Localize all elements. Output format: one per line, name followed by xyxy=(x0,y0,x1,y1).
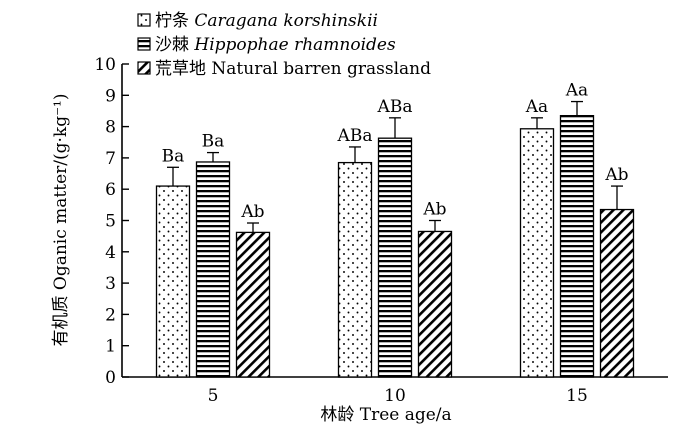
x-axis-title: 林龄 Tree age/a xyxy=(320,405,451,425)
significance-label: ABa xyxy=(377,97,413,117)
significance-label: Ab xyxy=(240,202,264,222)
significance-label: Ab xyxy=(422,200,446,220)
y-tick-label: 6 xyxy=(105,180,116,200)
x-tick-label: 15 xyxy=(566,386,588,406)
x-tick-label: 5 xyxy=(208,386,219,406)
legend-label: 沙棘 Hippophae rhamnoides xyxy=(155,35,396,55)
x-tick-label: 10 xyxy=(384,386,406,406)
bar xyxy=(377,137,413,378)
significance-label: Aa xyxy=(565,81,588,101)
legend-swatch xyxy=(137,13,151,27)
y-tick-label: 10 xyxy=(94,55,116,75)
y-tick-label: 9 xyxy=(105,86,116,106)
bar xyxy=(417,230,453,378)
y-tick-label: 2 xyxy=(105,305,116,325)
y-tick-label: 7 xyxy=(105,149,116,169)
y-tick-label: 4 xyxy=(105,243,116,263)
legend-swatch xyxy=(137,37,151,51)
bar xyxy=(337,161,373,378)
legend-label: 荒草地 Natural barren grassland xyxy=(155,59,431,79)
y-tick-label: 5 xyxy=(105,212,116,232)
legend-label: 柠条 Caragana korshinskii xyxy=(155,11,378,31)
bar xyxy=(235,231,271,378)
significance-label: Ab xyxy=(604,165,628,185)
y-tick-label: 1 xyxy=(105,337,116,357)
legend-swatch xyxy=(137,61,151,75)
legend: 柠条 Caragana korshinskii 沙棘 Hippophae rham… xyxy=(137,11,431,79)
y-tick-label: 3 xyxy=(105,274,116,294)
y-axis: 0 1 2 3 4 5 6 7 8 9 10 xyxy=(94,55,129,388)
significance-label: Ba xyxy=(202,132,225,152)
bar xyxy=(155,185,191,378)
bar xyxy=(195,161,231,378)
y-tick-label: 0 xyxy=(105,368,116,388)
legend-item: 荒草地 Natural barren grassland xyxy=(137,59,431,79)
significance-label: ABa xyxy=(337,126,373,146)
legend-item: 沙棘 Hippophae rhamnoides xyxy=(137,35,396,55)
bar xyxy=(559,114,595,378)
y-tick-label: 8 xyxy=(105,118,116,138)
y-axis-title: 有机质 Oganic matter/(g·kg⁻¹) xyxy=(51,93,71,346)
bar xyxy=(599,208,635,378)
significance-label: Aa xyxy=(525,97,548,117)
legend-item: 柠条 Caragana korshinskii xyxy=(137,11,378,31)
significance-label: Ba xyxy=(162,146,185,166)
bar xyxy=(519,128,555,378)
